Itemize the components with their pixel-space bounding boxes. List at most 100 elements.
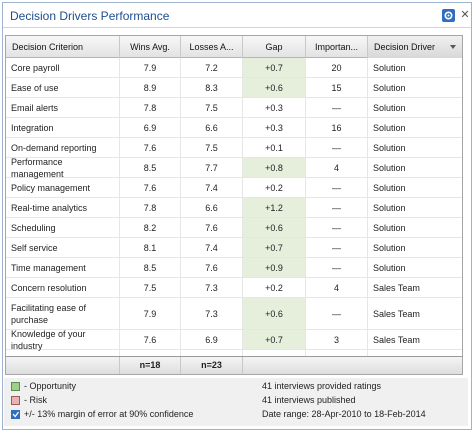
table-row[interactable]: Facilitating ease of purchase 7.9 7.3 +0.6—…: [6, 298, 462, 330]
table-row[interactable]: Ease of use 8.9 8.3 +0.6 15 Solution: [6, 78, 462, 98]
importance-cell: 3: [306, 330, 368, 349]
driver-cell: Solution: [373, 82, 406, 93]
wins-cell: 7.6: [120, 178, 181, 197]
table-row[interactable]: Performance management 8.5 7.7 +0.8 4 Solutio…: [6, 157, 462, 179]
summary-losses-count: n=23: [181, 357, 243, 374]
wins-cell: 7.5: [120, 278, 181, 297]
losses-cell: 7.2: [181, 58, 243, 77]
driver-cell: Solution: [373, 242, 406, 253]
criterion-cell: Performance management: [6, 157, 120, 179]
gap-cell: +0.6: [243, 298, 306, 329]
driver-cell: Solution: [373, 122, 406, 133]
wins-cell: 7.9: [120, 58, 181, 77]
checkbox-icon[interactable]: [11, 410, 20, 419]
criterion-cell: Policy management: [6, 178, 120, 197]
panel-header: Decision Drivers Performance ✕: [3, 3, 471, 28]
column-header-losses[interactable]: Losses A...: [181, 36, 243, 58]
gap-cell: +0.2: [243, 178, 306, 197]
table-summary-row: n=18 n=23: [5, 356, 463, 375]
driver-cell: Solution: [373, 162, 406, 173]
gap-cell: +1.2: [243, 198, 306, 217]
criterion-cell: Concern resolution: [6, 278, 120, 297]
table-row[interactable]: Time management 8.5 7.6 +0.9— Solution: [6, 258, 462, 278]
criterion-cell: On-demand reporting: [6, 138, 120, 157]
table-row[interactable]: Scheduling 8.2 7.6 +0.6— Solution: [6, 218, 462, 238]
driver-cell: Solution: [373, 62, 406, 73]
stat-interviews-provided: 41 interviews provided ratings: [262, 381, 382, 391]
losses-cell: 8.3: [181, 78, 243, 97]
losses-cell: 7.7: [181, 158, 243, 177]
driver-cell: Solution: [373, 182, 406, 193]
gap-cell: +0.1: [243, 138, 306, 157]
column-header-importance[interactable]: Importan...: [306, 36, 368, 58]
driver-cell: Sales Team: [373, 334, 420, 345]
panel-title: Decision Drivers Performance: [10, 9, 170, 23]
losses-cell: 7.4: [181, 238, 243, 257]
importance-cell: 20: [306, 58, 368, 77]
table-row[interactable]: Real-time analytics 7.8 6.6 +1.2— Solution: [6, 198, 462, 218]
gap-cell: +0.7: [243, 330, 306, 349]
criterion-cell: Self service: [6, 238, 120, 257]
table-row[interactable]: Email alerts 7.8 7.5 +0.3— Solution: [6, 98, 462, 118]
gap-cell: +0.2: [243, 278, 306, 297]
column-header-criterion[interactable]: Decision Criterion: [6, 36, 120, 58]
table-row[interactable]: Concern resolution 7.5 7.3 +0.2 4 Sales Team: [6, 278, 462, 298]
gap-cell: +0.6: [243, 78, 306, 97]
table-row[interactable]: Self service 8.1 7.4 +0.7— Solution: [6, 238, 462, 258]
column-header-gap[interactable]: Gap: [243, 36, 306, 58]
wins-cell: 7.9: [120, 298, 181, 329]
gap-cell: +0.7: [243, 58, 306, 77]
importance-cell: 15: [306, 78, 368, 97]
wins-cell: 7.8: [120, 198, 181, 217]
gap-cell: +0.6: [243, 218, 306, 237]
importance-cell: —: [306, 258, 368, 277]
importance-cell: 4: [306, 158, 368, 177]
losses-cell: 7.6: [181, 258, 243, 277]
table-row[interactable]: Integration 6.9 6.6 +0.3 16 Solution: [6, 118, 462, 138]
criterion-cell: Knowledge of your industry: [6, 329, 120, 351]
wins-cell: 7.8: [120, 98, 181, 117]
gap-cell: +0.8: [243, 158, 306, 177]
stat-interviews-published: 41 interviews published: [262, 395, 356, 405]
table-row[interactable]: Core payroll 7.9 7.2 +0.7 20 Solution: [6, 58, 462, 78]
wins-cell: 6.9: [120, 118, 181, 137]
wins-cell: 8.5: [120, 158, 181, 177]
table-header: Decision Criterion Wins Avg. Losses A...…: [6, 36, 462, 58]
importance-cell: —: [306, 298, 368, 329]
close-icon[interactable]: ✕: [460, 9, 470, 21]
gap-cell: +0.3: [243, 118, 306, 137]
criterion-cell: Ease of use: [6, 78, 120, 97]
driver-cell: Sales Team: [373, 282, 420, 293]
table-row[interactable]: Knowledge of your industry 7.6 6.9 +0.7 3 Sal…: [6, 329, 462, 351]
driver-cell: Solution: [373, 102, 406, 113]
driver-cell: Sales Team: [373, 308, 420, 319]
table-row[interactable]: On-demand reporting 7.6 7.5 +0.1— Solution: [6, 138, 462, 158]
importance-cell: —: [306, 218, 368, 237]
importance-cell: —: [306, 98, 368, 117]
importance-cell: —: [306, 198, 368, 217]
risk-swatch-icon: [11, 396, 20, 405]
stat-date-range: Date range: 28-Apr-2010 to 18-Feb-2014: [262, 409, 426, 419]
criterion-cell: Time management: [6, 258, 120, 277]
column-header-driver[interactable]: Decision Driver: [368, 36, 462, 58]
criterion-cell: Integration: [6, 118, 120, 137]
criterion-cell: Real-time analytics: [6, 198, 120, 217]
criterion-cell: Core payroll: [6, 58, 120, 77]
losses-cell: 7.4: [181, 178, 243, 197]
losses-cell: 7.3: [181, 298, 243, 329]
wins-cell: 8.2: [120, 218, 181, 237]
losses-cell: 6.9: [181, 330, 243, 349]
importance-cell: —: [306, 178, 368, 197]
gap-cell: +0.9: [243, 258, 306, 277]
losses-cell: 7.5: [181, 138, 243, 157]
losses-cell: 6.6: [181, 118, 243, 137]
gear-icon[interactable]: [442, 9, 455, 22]
sort-caret-icon: [450, 45, 456, 49]
opportunity-swatch-icon: [11, 382, 20, 391]
column-header-wins[interactable]: Wins Avg.: [120, 36, 181, 58]
summary-wins-count: n=18: [120, 357, 181, 374]
table-row[interactable]: Policy management 7.6 7.4 +0.2— Solution: [6, 178, 462, 198]
driver-cell: Solution: [373, 262, 406, 273]
criterion-cell: Email alerts: [6, 98, 120, 117]
driver-cell: Solution: [373, 222, 406, 233]
